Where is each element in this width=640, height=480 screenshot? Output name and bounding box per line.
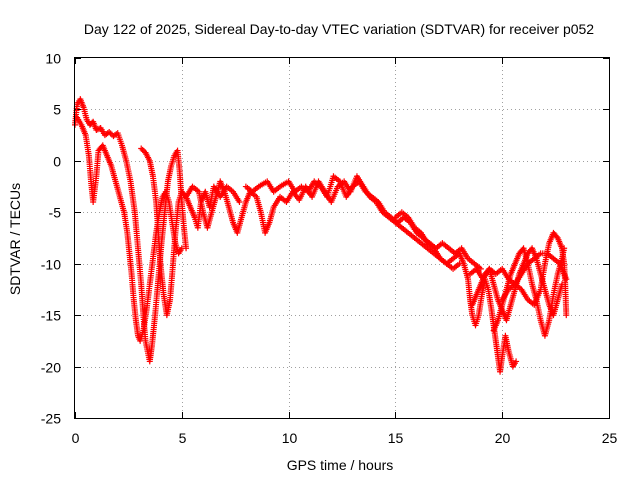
data-point [553, 233, 560, 240]
y-tick-label: 5 [53, 102, 61, 118]
plot-frame [74, 57, 610, 419]
x-tick-labels: 0 5 10 15 20 25 [72, 430, 618, 446]
series-track-5 [242, 173, 484, 272]
y-tick-label: -5 [49, 205, 62, 221]
y-tick-label: -20 [41, 360, 61, 376]
x-tick-label: 10 [282, 430, 298, 446]
x-tick-label: 5 [179, 430, 187, 446]
y-tick-labels: 10 5 0 -5 -10 -15 -20 -25 [41, 51, 61, 427]
y-tick-label: -15 [41, 308, 61, 324]
data-point [563, 312, 570, 319]
data-point [139, 146, 146, 153]
x-axis-label: GPS time / hours [287, 457, 394, 473]
y-tick-label: 10 [45, 51, 61, 67]
data-point [178, 245, 185, 252]
data-point [563, 276, 570, 283]
data-point [236, 199, 243, 205]
series-track-3 [138, 145, 243, 319]
data-point [513, 358, 520, 365]
data-point [138, 145, 145, 152]
series-track-9 [499, 229, 570, 319]
series-track-6 [392, 209, 520, 375]
chart-title: Day 122 of 2025, Sidereal Day-to-day VTE… [84, 21, 594, 37]
y-axis-label: SDTVAR / TECUs [7, 183, 23, 295]
x-tick-label: 25 [602, 430, 618, 446]
x-tick-label: 20 [495, 430, 511, 446]
x-tick-label: 0 [72, 430, 80, 446]
y-tick-label: -25 [41, 411, 61, 427]
x-tick-label: 15 [388, 430, 404, 446]
y-tick-label: -10 [41, 257, 61, 273]
y-tick-label: 0 [53, 154, 61, 170]
data-points [72, 96, 570, 375]
series-track-10 [467, 250, 570, 288]
